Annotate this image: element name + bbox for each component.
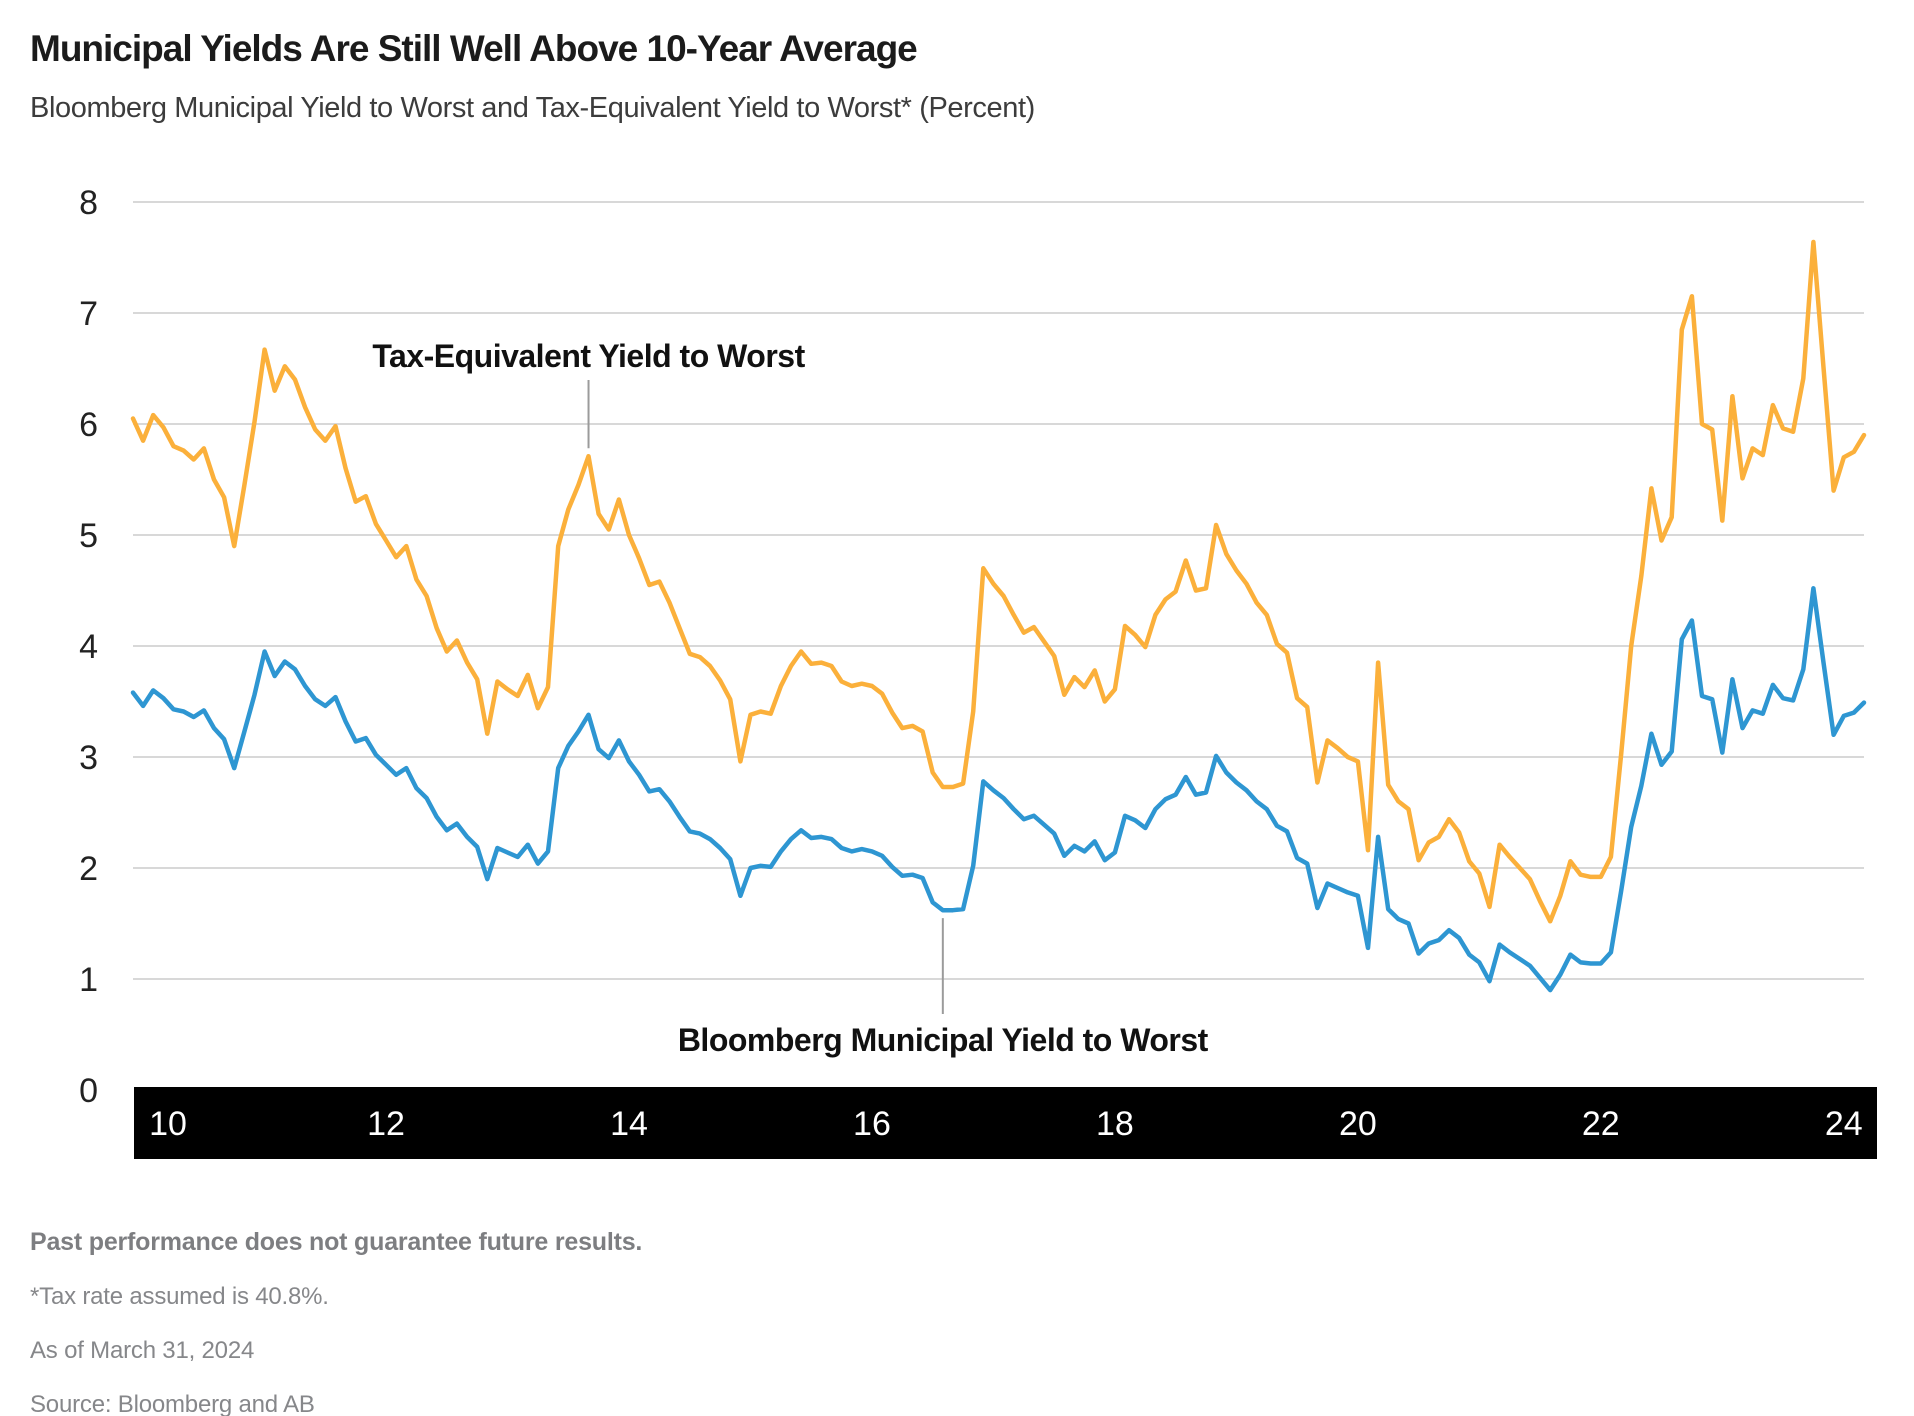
y-axis-label: 5 [79, 517, 98, 555]
y-axis-label: 4 [79, 628, 98, 666]
y-axis-label: 8 [79, 184, 98, 222]
y-axis-label: 1 [79, 961, 98, 999]
x-axis-label: 16 [853, 1105, 891, 1143]
source-text: Source: Bloomberg and AB [30, 1391, 315, 1416]
disclaimer-text: Past performance does not guarantee futu… [30, 1228, 643, 1256]
page-subtitle: Bloomberg Municipal Yield to Worst and T… [30, 92, 1035, 124]
y-axis-label: 0 [79, 1072, 98, 1110]
x-axis-label: 22 [1582, 1105, 1620, 1143]
x-axis-label: 12 [367, 1105, 405, 1143]
x-axis-label: 24 [1825, 1105, 1863, 1143]
y-axis-label: 2 [79, 850, 98, 888]
page-title: Municipal Yields Are Still Well Above 10… [30, 28, 918, 69]
municipal-yield-line [130, 586, 1867, 993]
x-axis-label: 14 [610, 1105, 648, 1143]
y-axis-label: 7 [79, 295, 98, 333]
tax-note-text: *Tax rate assumed is 40.8%. [30, 1283, 329, 1310]
y-axis-label: 6 [79, 406, 98, 444]
series-annotation-label: Bloomberg Municipal Yield to Worst [678, 1022, 1209, 1058]
as-of-date: As of March 31, 2024 [30, 1337, 255, 1364]
y-axis-label: 3 [79, 739, 98, 777]
tax-equivalent-yield-line [130, 239, 1867, 924]
x-axis-label: 10 [149, 1105, 187, 1143]
x-axis-label: 18 [1096, 1105, 1134, 1143]
series-annotation-label: Tax-Equivalent Yield to Worst [372, 338, 805, 374]
footer: Past performance does not guarantee futu… [30, 1228, 642, 1416]
x-axis-bar [134, 1087, 1877, 1159]
x-axis-label: 20 [1339, 1105, 1377, 1143]
